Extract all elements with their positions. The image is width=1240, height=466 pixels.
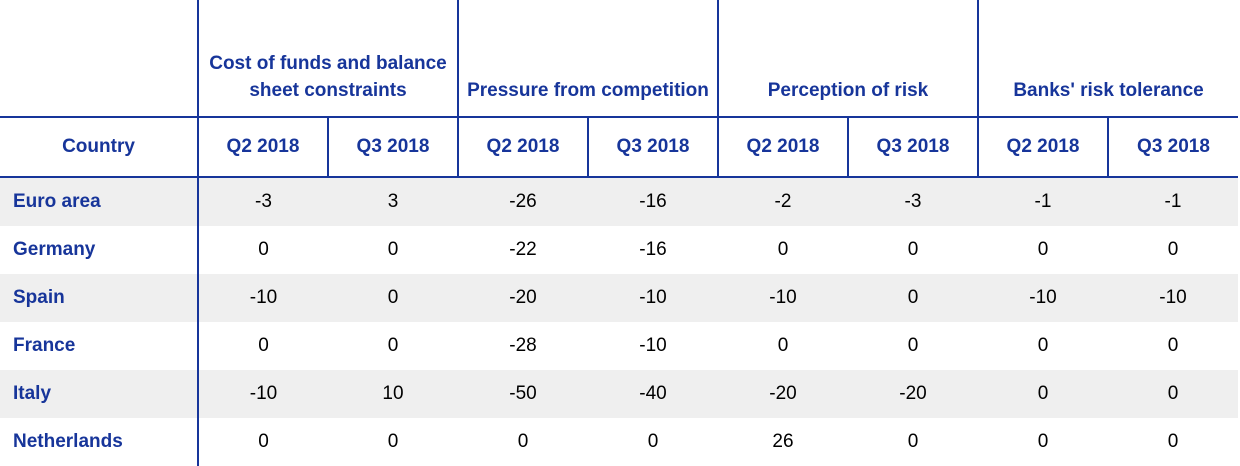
- value-cell: 26: [772, 431, 794, 452]
- value-cell: 0: [387, 239, 399, 260]
- value-cell: 0: [517, 431, 529, 452]
- value-cell: 0: [258, 239, 269, 260]
- group-header-perception-of-risk: Perception of risk: [717, 0, 978, 117]
- group-header-row: Cost of funds and balance sheet constrai…: [0, 0, 1239, 117]
- period-header: Q3 2018: [327, 116, 458, 178]
- value-cell: 0: [1037, 335, 1049, 356]
- value-cell: 0: [1037, 431, 1049, 452]
- value-cell: -10: [718, 274, 848, 322]
- value-cell: 0: [387, 335, 399, 356]
- table-body: Euro area -3 3 -26 -16 -2 -3 -1 -1 Germany 0 0 -22 -1…: [0, 177, 1239, 466]
- period-header: Q3 2018: [1106, 116, 1239, 178]
- value-cell: 0: [777, 239, 789, 260]
- country-name: Netherlands: [0, 418, 199, 466]
- value-cell: -1: [1108, 177, 1239, 226]
- value-cell: 0: [1108, 370, 1239, 418]
- table-row: Italy -10 10 -50 -40 -20 -20 0 0: [0, 370, 1239, 418]
- corner-cell: [0, 0, 198, 117]
- value-cell: -28: [509, 335, 537, 356]
- value-cell: -10: [978, 274, 1108, 322]
- value-cell: 0: [1167, 335, 1179, 356]
- value-cell: 0: [387, 431, 399, 452]
- value-cell: -26: [458, 177, 588, 226]
- value-cell: 0: [907, 431, 919, 452]
- table-row: Netherlands 0 0 0 0 26 0 0 0: [0, 418, 1238, 466]
- group-header-cost-of-funds: Cost of funds and balance sheet constrai…: [197, 0, 458, 117]
- group-header-competition: Pressure from competition: [457, 0, 718, 117]
- period-header: Q2 2018: [977, 116, 1108, 178]
- period-header: Q3 2018: [587, 116, 718, 178]
- value-cell: -2: [718, 177, 848, 226]
- value-cell: -1: [978, 177, 1108, 226]
- value-cell: -10: [588, 274, 718, 322]
- country-name: Italy: [0, 370, 199, 418]
- country-name: France: [0, 322, 199, 370]
- table-row: Spain -10 0 -20 -10 -10 0 -10 -10: [0, 274, 1239, 322]
- value-cell: 0: [328, 274, 458, 322]
- value-cell: 3: [328, 177, 458, 226]
- value-cell: -10: [639, 335, 667, 356]
- value-cell: 0: [777, 335, 789, 356]
- value-cell: -10: [1108, 274, 1239, 322]
- value-cell: -20: [718, 370, 848, 418]
- value-cell: -16: [639, 239, 667, 260]
- value-cell: 0: [1167, 239, 1179, 260]
- value-cell: -20: [848, 370, 978, 418]
- period-header-row: Country Q2 2018 Q3 2018 Q2 2018 Q3 2018 …: [0, 116, 1239, 178]
- value-cell: 0: [258, 431, 269, 452]
- value-cell: -10: [198, 370, 328, 418]
- value-cell: -3: [198, 177, 328, 226]
- country-name: Spain: [0, 274, 199, 322]
- period-header: Q2 2018: [457, 116, 588, 178]
- value-cell: -20: [458, 274, 588, 322]
- country-name: Germany: [0, 226, 199, 274]
- value-cell: 0: [258, 335, 269, 356]
- value-cell: 0: [1167, 431, 1179, 452]
- value-cell: 0: [907, 335, 919, 356]
- value-cell: 0: [978, 370, 1108, 418]
- value-cell: -50: [458, 370, 588, 418]
- value-cell: -40: [588, 370, 718, 418]
- period-header: Q2 2018: [717, 116, 848, 178]
- country-name: Euro area: [0, 177, 199, 226]
- period-header: Q3 2018: [847, 116, 978, 178]
- table-row: Euro area -3 3 -26 -16 -2 -3 -1 -1: [0, 177, 1239, 226]
- period-header: Q2 2018: [197, 116, 328, 178]
- table-row: France 0 0 -28 -10 0 0 0 0: [0, 322, 1238, 370]
- value-cell: 10: [328, 370, 458, 418]
- value-cell: 0: [1037, 239, 1049, 260]
- value-cell: -16: [588, 177, 718, 226]
- value-cell: -10: [198, 274, 328, 322]
- value-cell: 0: [907, 239, 919, 260]
- country-column-header: Country: [0, 116, 198, 178]
- value-cell: 0: [647, 431, 659, 452]
- table-row: Germany 0 0 -22 -16 0 0 0 0: [0, 226, 1238, 274]
- value-cell: 0: [848, 274, 978, 322]
- value-cell: -22: [509, 239, 537, 260]
- value-cell: -3: [848, 177, 978, 226]
- group-header-risk-tolerance: Banks' risk tolerance: [976, 0, 1239, 117]
